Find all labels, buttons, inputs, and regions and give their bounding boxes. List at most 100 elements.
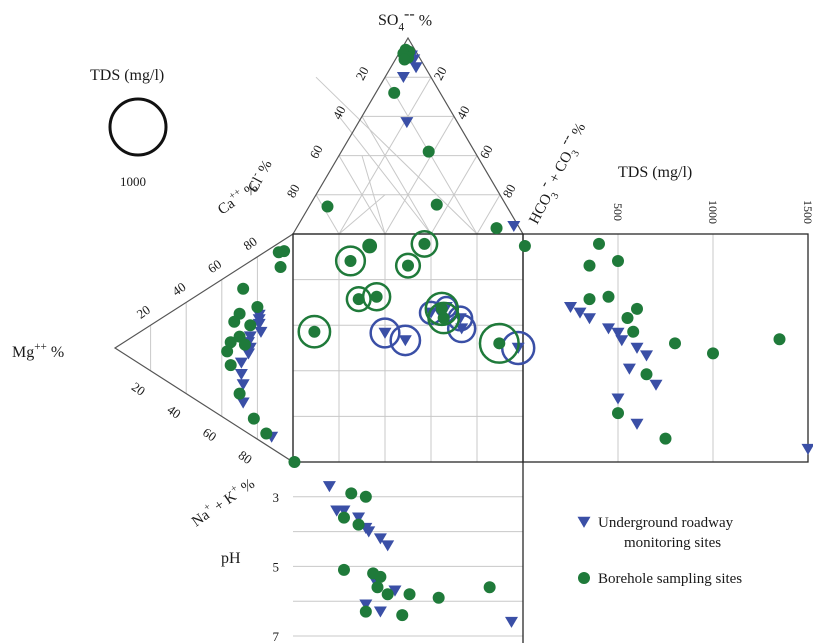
borehole-square-point (435, 302, 448, 315)
borehole-cation-point (272, 246, 285, 259)
borehole-tds-circle (424, 291, 460, 327)
anion-grid-line (361, 155, 386, 235)
borehole-tds-circle (345, 286, 372, 313)
roadway-square-point (378, 327, 392, 339)
borehole-tds-point (593, 237, 605, 250)
tds-axis-title: TDS (mg/l) (618, 164, 692, 181)
borehole-square-point (370, 290, 383, 303)
mg-axis-title: Mg++ % (12, 341, 64, 361)
roadway-tds-circle (446, 313, 477, 344)
roadway-tds-point (573, 307, 587, 319)
hco3-tick-label: 80 (499, 182, 518, 201)
ph-axis-title: pH (221, 550, 241, 567)
borehole-square-point (363, 240, 376, 252)
borehole-ph-point (359, 605, 372, 618)
anion-grid-line (476, 194, 501, 235)
hco3-tick-label: 60 (476, 142, 495, 161)
roadway-ph-point (381, 540, 395, 552)
roadway-tds-point (615, 335, 629, 347)
anion-grid-line (338, 155, 386, 235)
tds-panel (522, 233, 809, 463)
roadway-cation-point (252, 318, 266, 330)
ph-tick-label: 7 (273, 629, 280, 643)
cl-tick-label: 60 (306, 142, 325, 161)
borehole-tds-point (669, 337, 681, 350)
borehole-square-point (493, 337, 506, 350)
roadway-tds-point (630, 418, 644, 430)
roadway-ph-point (322, 481, 336, 493)
frame-layer (113, 36, 809, 643)
nak-tick-label: 40 (164, 402, 183, 422)
borehole-ph-point (432, 591, 445, 604)
borehole-ph-point (288, 456, 301, 468)
roadway-tds-circle (389, 324, 422, 357)
roadway-tds-point (630, 342, 644, 354)
roadway-ph-point (352, 512, 366, 524)
legend-label-line: Underground roadway (598, 515, 734, 531)
borehole-cation-point (247, 412, 260, 425)
borehole-ph-point (371, 581, 384, 594)
borehole-square-point (437, 312, 450, 324)
borehole-tds-circle (297, 314, 332, 349)
roadway-cation-point (254, 326, 268, 338)
borehole-anion-point (430, 198, 443, 211)
borehole-cation-point (251, 300, 264, 313)
borehole-anion-point (422, 145, 435, 158)
nak-tick-label: 60 (200, 425, 219, 445)
cl-tick-label: 80 (283, 182, 302, 201)
borehole-ph-point (359, 490, 372, 503)
roadway-square-point (398, 335, 412, 347)
roadway-ph-point (362, 526, 376, 538)
roadway-cation-point (243, 331, 257, 343)
roadway-square-point (455, 323, 469, 335)
borehole-ph-point (381, 588, 394, 601)
borehole-tds-point (627, 325, 640, 338)
borehole-cation-point (224, 336, 237, 349)
roadway-anion-point (409, 62, 423, 74)
borehole-tds-point (631, 302, 643, 315)
legend-circle-marker (578, 572, 590, 584)
tds-legend-circle (108, 97, 168, 157)
marker-layer (221, 43, 813, 628)
legend-label-line: monitoring sites (624, 535, 721, 551)
hco3-tick-label: 40 (453, 103, 472, 122)
borehole-ph-point (345, 487, 358, 500)
roadway-tds-point (611, 393, 625, 405)
borehole-cation-point (233, 387, 246, 400)
tds-tick-label: 1500 (801, 200, 813, 224)
tds-tick-label: 1000 (706, 200, 720, 224)
roadway-ph-point (388, 585, 402, 597)
borehole-tds-point (659, 432, 672, 445)
borehole-cation-point (237, 282, 250, 295)
borehole-tds-point (583, 293, 596, 306)
roadway-tds-point (611, 327, 625, 339)
borehole-tds-circle (334, 245, 367, 277)
ca-tick-label: 80 (241, 234, 260, 254)
nak-tick-label: 80 (236, 447, 255, 467)
roadway-ph-point (373, 533, 387, 545)
cl-tick-label: 20 (352, 64, 371, 83)
nak-tick-label: 20 (129, 379, 148, 399)
borehole-anion-point (388, 86, 401, 99)
roadway-cation-point (236, 379, 250, 391)
roadway-anion-point (396, 72, 410, 84)
borehole-anion-point (398, 53, 411, 66)
ca-tick-label: 40 (169, 279, 188, 299)
hco3-axis-title: HCO3- + CO3-- % (517, 117, 596, 229)
legend-label: Borehole sampling sites (598, 571, 742, 587)
ca-tick-label: 60 (205, 256, 224, 276)
borehole-tds-point (640, 368, 653, 381)
roadway-tds-point (583, 313, 596, 325)
borehole-ph-point (352, 518, 365, 531)
roadway-tds-circle (369, 317, 401, 349)
borehole-ph-point (337, 563, 350, 576)
roadway-cation-point (234, 357, 248, 369)
borehole-tds-point (583, 259, 596, 272)
anion-grid-line (338, 116, 432, 235)
roadway-tds-point (622, 363, 636, 375)
borehole-tds-point (707, 347, 719, 360)
borehole-ph-point (374, 570, 387, 583)
ca-axis-title: Ca++ % (214, 177, 262, 218)
borehole-anion-point (321, 200, 334, 213)
borehole-square-point (418, 237, 431, 250)
